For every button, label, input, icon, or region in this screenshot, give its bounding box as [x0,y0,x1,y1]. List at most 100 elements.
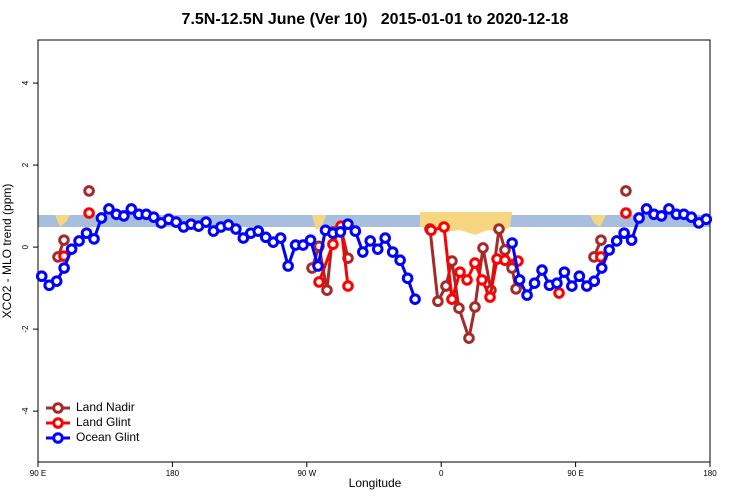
data-point [321,284,333,296]
data-point [685,211,698,223]
data-point [327,238,339,251]
data-point [274,232,287,244]
data-point [334,226,347,238]
data-point [364,235,377,247]
x-tick-label: 180 [166,469,180,478]
data-point [125,203,138,215]
data-point [297,239,309,251]
data-point [454,266,466,278]
data-point [237,232,250,244]
data-point [453,302,465,315]
data-point [588,275,601,287]
land-patch [55,215,70,227]
data-point [200,216,212,228]
land-patch [312,215,326,230]
y-tick-label: 2 [21,162,30,167]
data-point [566,280,578,292]
data-point [379,232,392,244]
data-point [463,332,475,344]
legend-marker [52,402,64,414]
series [35,203,713,305]
data-point [595,262,608,274]
data-point [573,270,586,283]
x-tick-label: 90 E [567,469,583,478]
data-point [513,274,526,286]
x-tick-label: 90 W [297,469,316,478]
data-point [170,216,182,228]
legend-label: Land Nadir [76,400,135,414]
data-point [252,225,265,237]
x-tick-label: 0 [439,469,444,478]
data-point [625,234,638,246]
data-point [371,243,384,255]
data-point [230,223,242,235]
data-point [493,223,505,235]
data-point [83,207,95,219]
data-point [620,185,632,197]
data-point [640,203,653,215]
data-point [259,231,272,244]
data-point [103,203,115,215]
data-point [610,235,623,247]
y-tick-label: 0 [21,244,30,249]
data-point [595,234,607,246]
data-point [499,244,511,256]
land-patch [590,215,606,227]
data-point [386,246,399,258]
data-point [304,234,317,246]
data-point [603,244,616,256]
data-point [118,210,130,222]
data-point [506,237,518,249]
x-tick-label: 90 E [30,469,46,478]
data-point [432,295,444,308]
data-point [394,254,406,267]
data-point [58,262,70,274]
data-point [469,301,481,313]
data-point [510,283,522,295]
data-point [476,274,488,286]
data-point [425,224,437,237]
data-point [581,280,593,292]
data-point [342,280,354,292]
x-tick-label: 180 [703,469,717,478]
data-point [65,243,78,255]
data-point [83,185,95,197]
data-point [282,260,294,272]
data-point [438,221,450,233]
data-point [50,275,63,287]
data-point [88,233,100,245]
y-tick-label: -4 [21,407,30,415]
data-point [147,211,160,223]
data-point [499,254,511,267]
data-point [620,207,632,219]
data-point [477,242,489,254]
series [58,207,632,305]
data-point [342,218,354,230]
data-point [349,225,362,237]
data-point [95,212,108,224]
x-axis-title: Longitude [349,476,402,490]
data-point [409,293,421,305]
data-point [655,210,668,222]
legend-label: Land Glint [76,415,131,429]
data-point [618,227,630,239]
data-point [461,274,473,286]
legend-marker [52,417,64,429]
data-point [700,213,713,226]
data-point [663,203,675,215]
data-point [313,276,325,288]
data-point [58,234,70,246]
data-point [469,257,481,269]
data-point [553,287,565,299]
series [52,185,632,344]
data-point [633,212,645,224]
data-point [484,291,496,303]
data-point [357,246,369,258]
data-point [536,264,548,276]
data-point [551,277,563,289]
legend-label: Ocean Glint [76,430,140,444]
data-point [401,272,414,285]
data-point [521,289,533,301]
